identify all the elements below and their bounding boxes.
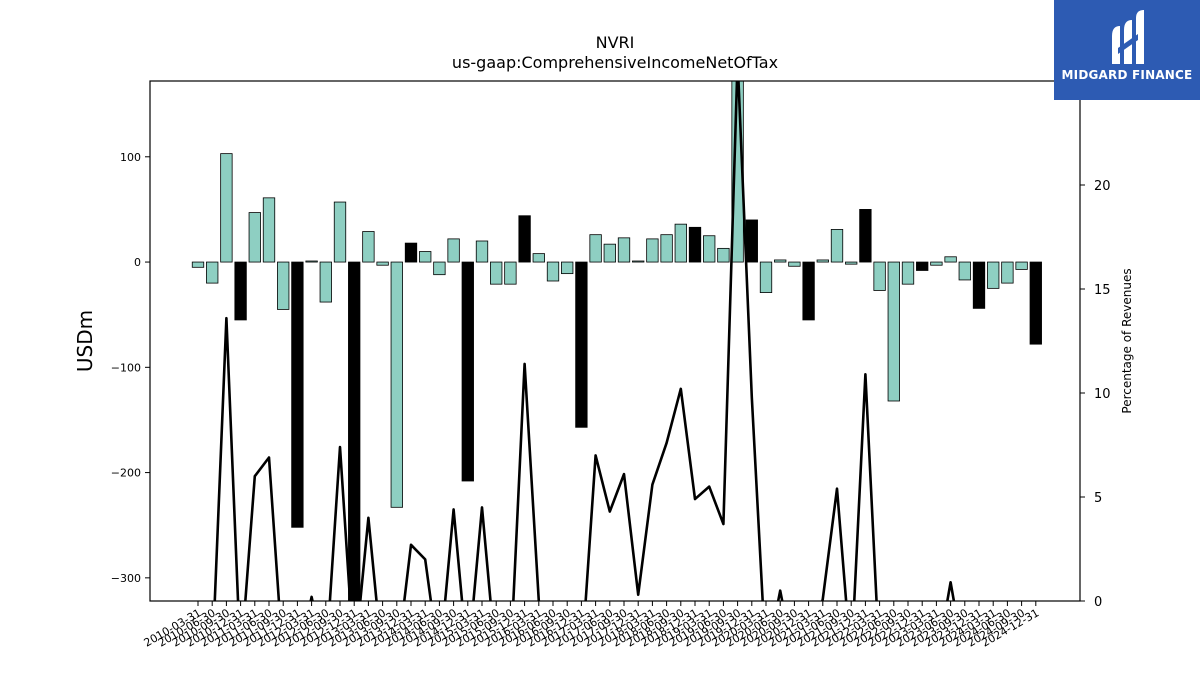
bar-2023-03-31 — [930, 261, 943, 266]
bar-2014-03-31 — [419, 251, 432, 263]
bar-2019-03-31 — [703, 235, 716, 263]
bar-2011-09-30 — [277, 261, 290, 310]
ligature-logo-icon — [1112, 10, 1144, 64]
bar-2013-12-31 — [404, 242, 418, 263]
bar-2015-03-31 — [475, 240, 489, 263]
bar-2011-03-31 — [248, 212, 261, 263]
bar-2010-09-30 — [220, 153, 233, 263]
bar-2019-06-30 — [717, 247, 730, 263]
bar-2017-06-30 — [603, 243, 616, 263]
x-axis: 2010-03-312010-06-302010-09-302010-12-31… — [142, 601, 1041, 650]
bar-2023-06-30 — [944, 256, 957, 263]
bar-2012-06-30 — [319, 261, 332, 303]
bar-2015-06-30 — [490, 261, 503, 285]
bar-2010-06-30 — [206, 261, 219, 284]
bar-2018-03-31 — [646, 238, 659, 263]
bar-2021-03-31 — [816, 259, 829, 263]
bar-2024-12-31 — [1029, 261, 1042, 345]
bar-2014-12-31 — [461, 261, 474, 482]
y2-tick-label: 15 — [1094, 283, 1111, 298]
bar-2014-06-30 — [433, 261, 446, 276]
bar-2023-12-31 — [972, 261, 986, 309]
bar-2022-09-30 — [901, 261, 915, 285]
bar-2011-06-30 — [262, 197, 276, 263]
y2-tick-label: 5 — [1094, 491, 1102, 506]
bar-2022-12-31 — [916, 261, 929, 271]
bar-2018-12-31 — [688, 226, 702, 263]
y-tick-label: −200 — [111, 467, 141, 480]
bar-2013-03-31 — [362, 231, 375, 263]
line-series-percentage-of-revenues — [213, 81, 956, 601]
y2-axis-label: Percentage of Revenues — [1120, 268, 1134, 413]
bar-2012-09-30 — [333, 201, 347, 263]
bar-2010-03-31 — [191, 261, 205, 268]
bar-2019-12-31 — [745, 219, 758, 263]
bar-2021-12-31 — [859, 209, 872, 263]
bar-2016-06-30 — [546, 261, 560, 282]
bar-2015-12-31 — [518, 215, 531, 263]
bar-2016-09-30 — [561, 261, 574, 275]
bar-2024-06-30 — [1001, 261, 1014, 284]
bar-2020-12-31 — [802, 261, 815, 321]
bar-2020-03-31 — [759, 261, 773, 293]
bar-2018-06-30 — [660, 234, 673, 263]
y-axis-label: USDm — [73, 310, 97, 372]
y-tick-label: −300 — [111, 572, 141, 585]
bar-2012-03-31 — [305, 260, 318, 263]
bar-2018-09-30 — [674, 223, 687, 263]
bar-2024-09-30 — [1015, 261, 1028, 270]
logo-text: MIDGARD FINANCE — [1061, 68, 1193, 82]
bar-2013-06-30 — [376, 261, 389, 266]
bar-2023-09-30 — [958, 261, 971, 281]
y-tick-label: 0 — [134, 256, 141, 269]
bar-2017-09-30 — [617, 237, 631, 263]
bar-2021-06-30 — [830, 229, 844, 263]
plot-frame — [149, 80, 1081, 602]
chart-title: NVRI — [596, 33, 635, 52]
bar-2017-03-31 — [589, 234, 602, 263]
y-tick-label: 100 — [120, 151, 141, 164]
bar-2013-09-30 — [390, 261, 403, 508]
bar-2020-06-30 — [774, 259, 787, 263]
line-group — [213, 81, 956, 601]
y-axis-right: 0 5 10 15 20 — [1080, 179, 1111, 610]
bar-2016-03-31 — [532, 253, 545, 263]
brand-logo: MIDGARD FINANCE — [1054, 0, 1200, 100]
bar-2014-09-30 — [447, 238, 460, 263]
bar-2024-03-31 — [987, 261, 1000, 289]
bars-group — [191, 81, 1042, 601]
bar-2010-12-31 — [234, 261, 247, 321]
bar-2012-12-31 — [348, 261, 361, 601]
y2-tick-label: 20 — [1094, 179, 1111, 194]
bar-2015-09-30 — [504, 261, 517, 285]
bar-2017-12-31 — [632, 260, 645, 263]
chart-subtitle: us-gaap:ComprehensiveIncomeNetOfTax — [452, 53, 778, 72]
bar-2016-12-31 — [575, 261, 588, 428]
bar-2022-06-30 — [887, 261, 900, 402]
bar-2021-09-30 — [845, 261, 858, 265]
bar-2022-03-31 — [873, 261, 886, 291]
bar-2020-09-30 — [788, 261, 801, 267]
y-axis-left: −300 −200 −100 0 100 — [111, 151, 150, 585]
y2-tick-label: 0 — [1094, 595, 1102, 610]
bar-2011-12-31 — [291, 261, 304, 528]
y2-tick-label: 10 — [1094, 387, 1111, 402]
y-tick-label: −100 — [111, 361, 141, 374]
